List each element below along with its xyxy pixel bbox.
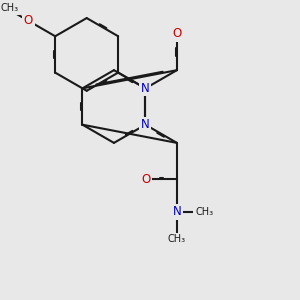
Text: CH₃: CH₃ [168,234,186,244]
Text: O: O [141,173,151,186]
Text: N: N [141,82,150,95]
Text: O: O [2,2,11,15]
Text: N: N [172,206,181,218]
Text: N: N [141,118,150,131]
Text: O: O [172,27,182,40]
Text: CH₃: CH₃ [0,3,18,13]
Text: CH₃: CH₃ [195,207,213,217]
Text: O: O [24,14,33,27]
